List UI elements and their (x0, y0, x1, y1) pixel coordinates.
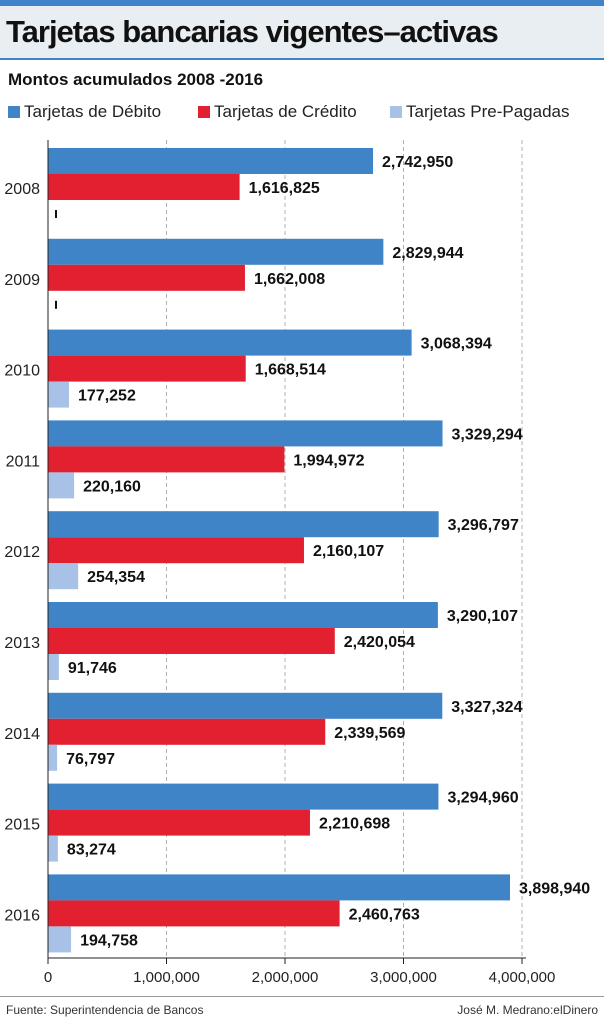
bar-0 (48, 420, 443, 447)
category-label: 2010 (4, 363, 40, 380)
bar-1 (48, 628, 335, 654)
x-tick-label: 0 (44, 969, 52, 986)
x-tick-label: 1,000,000 (133, 969, 200, 986)
bar-2 (48, 381, 70, 408)
data-label: 1,616,825 (249, 180, 320, 197)
bar-0 (48, 148, 374, 174)
bar-1 (48, 809, 310, 836)
legend-swatch-debito (8, 106, 20, 118)
data-label: 254,354 (87, 569, 145, 586)
bar-1 (48, 264, 245, 291)
footer-divider (0, 996, 604, 997)
data-label: 2,460,763 (349, 906, 420, 923)
data-label: 2,420,054 (344, 634, 415, 651)
data-label: 1,668,514 (255, 362, 326, 379)
data-label: 3,296,797 (448, 517, 519, 534)
data-label: 220,160 (83, 478, 141, 495)
chart-title: Tarjetas bancarias vigentes–activas (6, 14, 499, 49)
data-label: 3,329,294 (452, 426, 523, 443)
category-label: 2013 (4, 635, 40, 652)
chart-subtitle: Montos acumulados 2008 -2016 (8, 70, 264, 89)
bar-0 (48, 329, 412, 356)
data-label: 1,662,008 (254, 271, 325, 288)
data-label: 83,274 (67, 842, 116, 859)
bar-chart: 2008 2,742,950 1,616,825 2009 2,829,944 1,662… (4, 140, 590, 986)
header-band: Tarjetas bancarias vigentes–activas (0, 0, 604, 60)
data-label: 3,294,960 (447, 790, 518, 807)
legend-label-prepagadas: Tarjetas Pre-Pagadas (406, 102, 570, 121)
data-label: 76,797 (66, 751, 115, 768)
bar-2 (48, 472, 75, 499)
data-label: 3,898,940 (519, 880, 590, 897)
data-label: 194,758 (80, 932, 138, 949)
data-label: 177,252 (78, 388, 136, 405)
bar-2 (48, 926, 72, 953)
bar-2 (48, 654, 59, 680)
no-data-marker (55, 210, 57, 218)
x-tick-label: 2,000,000 (252, 969, 319, 986)
credit-note: José M. Medrano:elDinero (457, 1003, 598, 1017)
bar-0 (48, 511, 439, 538)
bar-1 (48, 900, 340, 927)
bar-2 (48, 744, 58, 771)
bar-0 (48, 692, 443, 719)
data-label: 2,210,698 (319, 816, 390, 833)
category-label: 2015 (4, 817, 40, 834)
data-label: 3,327,324 (451, 699, 522, 716)
bar-1 (48, 446, 285, 473)
category-label: 2016 (4, 907, 40, 924)
x-tick-label: 4,000,000 (489, 969, 556, 986)
bar-1 (48, 355, 246, 382)
category-label: 2012 (4, 544, 40, 561)
bar-2 (48, 563, 79, 590)
data-label: 2,742,950 (382, 154, 453, 171)
category-label: 2009 (4, 272, 40, 289)
bar-0 (48, 602, 438, 628)
bar-1 (48, 537, 304, 564)
category-label: 2008 (4, 181, 40, 198)
bar-2 (48, 835, 58, 862)
data-label: 2,339,569 (334, 725, 405, 742)
category-label: 2014 (4, 726, 40, 743)
source-note: Fuente: Superintendencia de Bancos (6, 1003, 204, 1017)
data-label: 91,746 (68, 660, 117, 677)
data-label: 3,068,394 (421, 336, 492, 353)
legend-swatch-credito (198, 106, 210, 118)
no-data-marker (55, 300, 57, 309)
bar-0 (48, 783, 439, 810)
data-label: 2,160,107 (313, 543, 384, 560)
legend: Tarjetas de Débito Tarjetas de Crédito T… (0, 102, 604, 126)
bar-1 (48, 718, 326, 745)
legend-label-debito: Tarjetas de Débito (24, 102, 162, 121)
category-label: 2011 (6, 453, 41, 470)
data-label: 2,829,944 (392, 245, 463, 262)
x-tick-label: 3,000,000 (370, 969, 437, 986)
data-label: 3,290,107 (447, 608, 518, 625)
bar-1 (48, 174, 240, 200)
legend-swatch-prepagadas (390, 106, 402, 118)
bar-0 (48, 238, 384, 265)
bar-0 (48, 874, 511, 901)
legend-label-credito: Tarjetas de Crédito (214, 102, 357, 121)
data-label: 1,994,972 (293, 452, 364, 469)
